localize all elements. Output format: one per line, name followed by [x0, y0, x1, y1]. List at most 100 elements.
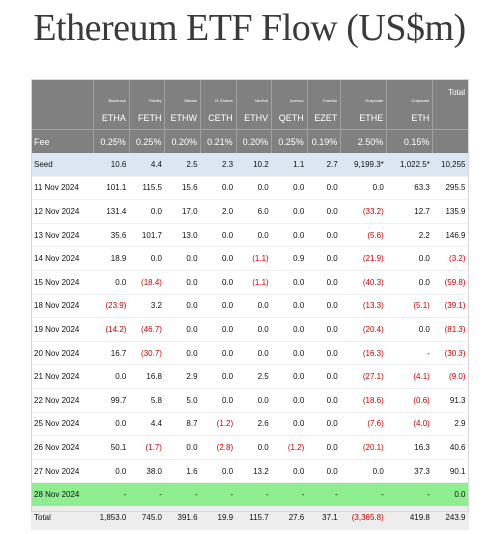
table-cell: (39.1): [432, 294, 469, 319]
table-cell: 13.2: [236, 459, 272, 484]
table-cell: 0.0: [236, 317, 272, 342]
issuer-header-cell: Fidelity: [129, 79, 166, 106]
ticker-header-cell: QETH: [271, 106, 308, 130]
fee-cell: 0.25%: [129, 129, 166, 153]
issuer-header-cell: Bitwise: [164, 79, 202, 106]
table-cell: 0.0: [307, 459, 341, 484]
table-row: 25 Nov 2024 0.0 4.4 8.7 (1.2) 2.6 0.0 0.0 (7.6)(…: [31, 412, 469, 437]
table-cell: 745.0: [129, 505, 165, 530]
table-cell: 0.0: [386, 270, 433, 295]
table-cell: 10.2: [236, 153, 272, 177]
row-label: 22 Nov 2024: [31, 388, 94, 413]
table-cell: 0.0: [307, 223, 341, 248]
table-cell: 27.6: [271, 505, 308, 530]
ticker-header-row: ETHA FETH ETHW CETH ETHV QETH EZET ETHE ETH: [31, 106, 469, 130]
table-cell: 0.0: [200, 270, 237, 295]
table-cell: 35.6: [93, 223, 130, 248]
table-cell: 419.8: [386, 505, 433, 530]
table-cell: 135.9: [432, 199, 469, 224]
ticker-header-cell: EZET: [307, 106, 342, 130]
table-cell: 1,853.0: [93, 505, 130, 530]
row-label: 12 Nov 2024: [31, 199, 94, 224]
table-cell: 0.0: [129, 246, 165, 271]
fee-cell: 0.25%: [93, 129, 130, 153]
row-label: 13 Nov 2024: [31, 223, 94, 248]
table-cell: 0.0: [307, 364, 341, 389]
table-cell: 5.0: [164, 388, 201, 413]
table-cell: (1.2): [271, 435, 308, 460]
table-cell: 50.1: [93, 435, 130, 460]
table-cell: 2.6: [236, 412, 272, 437]
ticker-header-cell: [31, 106, 95, 130]
table-cell: (2.8): [200, 435, 237, 460]
table-cell: (5.6): [340, 223, 387, 248]
table-row: 21 Nov 2024 0.0 16.8 2.9 0.0 2.5 0.0 0.0 (27.1)(…: [31, 364, 469, 389]
issuer-header-cell: Grayscale: [340, 79, 388, 106]
fee-cell: 2.50%: [340, 129, 388, 153]
table-cell: 0.0: [164, 246, 201, 271]
table-cell: (5.1): [386, 294, 433, 319]
table-cell: 0.0: [236, 176, 272, 201]
table-cell: 0.0: [164, 294, 201, 319]
issuer-header-cell: [31, 79, 95, 106]
row-label: Total: [31, 505, 94, 530]
table-row: 12 Nov 2024 131.4 0.0 17.0 2.0 6.0 0.0 0.0 (33.2…: [31, 199, 469, 224]
table-cell: 2.5: [236, 364, 272, 389]
table-cell: 4.4: [129, 412, 165, 437]
row-label: Seed: [31, 153, 94, 177]
table-cell: 0.0: [164, 317, 201, 342]
table-cell: (59.8): [432, 270, 469, 295]
page-title: Ethereum ETF Flow (US$m): [33, 7, 466, 49]
table-cell: 0.0: [271, 388, 308, 413]
table-cell: 0.0: [307, 412, 341, 437]
table-cell: 90.1: [432, 459, 469, 484]
table-cell: 2.3: [200, 153, 237, 177]
table-cell: 0.0: [236, 223, 272, 248]
table-cell: -: [200, 482, 237, 507]
table-cell: 12.7: [386, 199, 433, 224]
table-cell: 101.1: [93, 176, 130, 201]
table-cell: 0.0: [307, 435, 341, 460]
table-cell: (18.4): [129, 270, 165, 295]
table-cell: 0.0: [386, 246, 433, 271]
table-cell: 13.0: [164, 223, 201, 248]
table-cell: 0.0: [271, 459, 308, 484]
table-cell: 2.7: [307, 153, 341, 177]
table-cell: 5.8: [129, 388, 165, 413]
table-cell: 9,199.3*: [340, 153, 387, 177]
table-cell: (14.2): [93, 317, 130, 342]
table-cell: 0.0: [271, 270, 308, 295]
table-cell: (30.7): [129, 341, 165, 366]
issuer-header-cell: VanEck: [236, 79, 273, 106]
table-row: 20 Nov 2024 16.7 (30.7) 0.0 0.0 0.0 0.0 0.0 (16.…: [31, 341, 469, 366]
issuer-header-cell: Grayscale: [386, 79, 434, 106]
table-cell: 0.0: [93, 364, 130, 389]
table-cell: 10.6: [93, 153, 130, 177]
issuer-header-cell: Franklin: [307, 79, 342, 106]
table-cell: 0.0: [432, 482, 469, 507]
fee-cell: 0.20%: [164, 129, 202, 153]
table-row: 14 Nov 2024 18.9 0.0 0.0 0.0 (1.1) 0.9 0.0 (21.9…: [31, 246, 469, 271]
table-body: Seed 10.6 4.4 2.5 2.3 10.2 1.1 2.7 9,199.3* 1,022…: [31, 153, 469, 530]
table-cell: 391.6: [164, 505, 201, 530]
table-cell: (21.9): [340, 246, 387, 271]
table-cell: (3.2): [432, 246, 469, 271]
row-label: 14 Nov 2024: [31, 246, 94, 271]
table-cell: 0.0: [340, 176, 387, 201]
table-cell: 2.5: [164, 153, 201, 177]
table-cell: 19.9: [200, 505, 237, 530]
table-cell: 18.9: [93, 246, 130, 271]
table-cell: (23.9): [93, 294, 130, 319]
table-cell: -: [386, 482, 433, 507]
table-cell: 38.0: [129, 459, 165, 484]
table-cell: (1.1): [236, 246, 272, 271]
fee-cell: 0.21%: [200, 129, 237, 153]
table-row: 15 Nov 2024 0.0 (18.4) 0.0 0.0 (1.1) 0.0 0.0 (40…: [31, 270, 469, 295]
table-cell: (27.1): [340, 364, 387, 389]
table-row: 22 Nov 2024 99.7 5.8 5.0 0.0 0.0 0.0 0.0 (18.6)(…: [31, 388, 469, 413]
table-cell: (16.3): [340, 341, 387, 366]
table-cell: 2.9: [164, 364, 201, 389]
table-cell: 0.0: [271, 341, 308, 366]
table-cell: (33.2): [340, 199, 387, 224]
table-cell: 0.0: [93, 412, 130, 437]
